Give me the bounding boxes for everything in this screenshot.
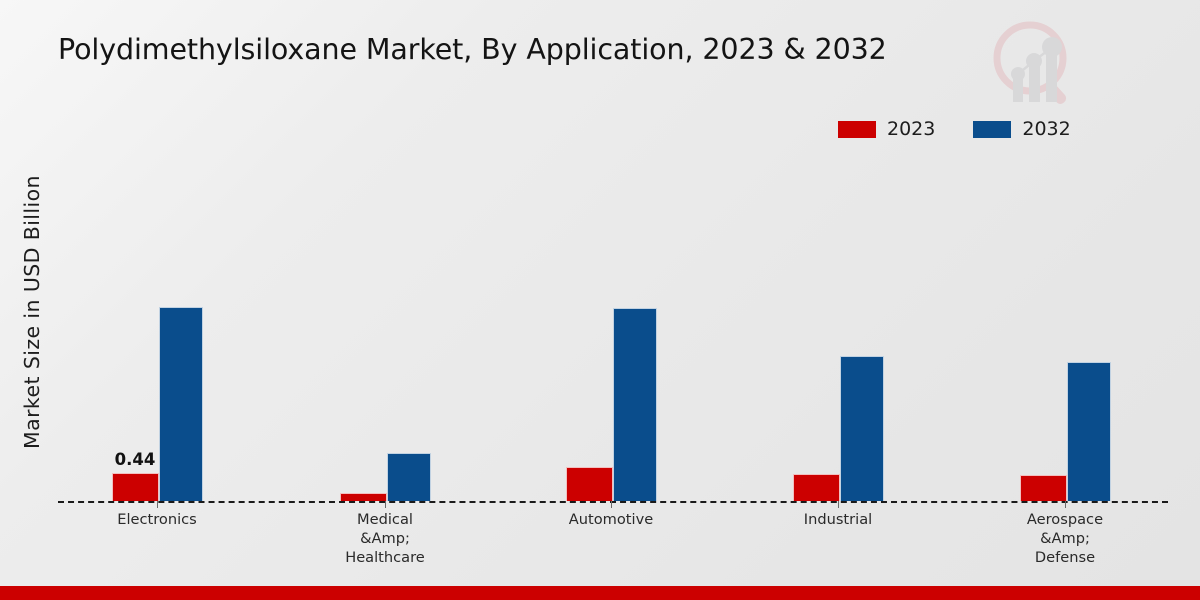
- legend-item-2032[interactable]: 2032: [973, 118, 1071, 140]
- bar-industrial-2023[interactable]: [792, 474, 840, 501]
- bar-automotive-2023[interactable]: [565, 467, 613, 501]
- bar-aerospace-defense-2032[interactable]: [1066, 362, 1111, 501]
- category-label-industrial: Industrial: [738, 510, 938, 529]
- category-label-line: Electronics: [117, 511, 197, 528]
- bar-group-aerospace-defense: [1019, 81, 1111, 501]
- legend-label-2023: 2023: [887, 118, 936, 140]
- axis-baseline: [58, 501, 1168, 503]
- category-label-line: Automotive: [568, 511, 654, 528]
- chart-title: Polydimethylsiloxane Market, By Applicat…: [58, 33, 887, 66]
- category-label-medical-healthcare: Medical &Amp; Healthcare: [285, 510, 485, 567]
- bar-group-electronics: 0.44: [111, 81, 203, 501]
- axis-tick-electronics: [157, 501, 158, 508]
- legend-item-2023[interactable]: 2023: [838, 118, 935, 140]
- bar-medical-healthcare-2023[interactable]: [339, 493, 387, 501]
- bar-electronics-2023[interactable]: 0.44: [111, 450, 159, 501]
- category-label-line: Industrial: [803, 511, 873, 528]
- legend-swatch-2023: [838, 120, 876, 138]
- category-label-aerospace-defense: Aerospace &Amp; Defense: [965, 510, 1165, 567]
- bar-medical-healthcare-2032[interactable]: [386, 453, 431, 501]
- category-label-electronics: Electronics: [57, 510, 257, 529]
- category-label-automotive: Automotive: [511, 510, 711, 529]
- bar-group-medical-healthcare: [339, 81, 431, 501]
- category-label-line: Defense: [1034, 549, 1096, 566]
- bar-electronics-2032[interactable]: [158, 307, 203, 501]
- bar-group-industrial: [792, 81, 884, 501]
- axis-tick-industrial: [838, 501, 839, 508]
- category-label-line: Aerospace: [1026, 511, 1104, 528]
- category-label-line: Healthcare: [345, 549, 425, 566]
- bar-automotive-2032[interactable]: [612, 308, 657, 501]
- legend-swatch-2032: [973, 120, 1012, 138]
- axis-tick-aerospace-defense: [1065, 501, 1066, 508]
- category-label-line: &Amp;: [1040, 530, 1090, 547]
- axis-tick-medical-healthcare: [385, 501, 386, 508]
- chart-legend: 2023 2032: [838, 118, 1071, 140]
- bar-value-electronics-2023: 0.44: [114, 450, 156, 469]
- axis-tick-automotive: [611, 501, 612, 508]
- bar-group-automotive: [565, 81, 657, 501]
- bar-aerospace-defense-2023[interactable]: [1019, 475, 1067, 501]
- legend-label-2032: 2032: [1022, 118, 1071, 140]
- category-label-line: &Amp;: [360, 530, 410, 547]
- bar-industrial-2032[interactable]: [839, 356, 884, 501]
- category-label-line: Medical: [357, 511, 413, 528]
- footer-accent-bar: [0, 586, 1200, 600]
